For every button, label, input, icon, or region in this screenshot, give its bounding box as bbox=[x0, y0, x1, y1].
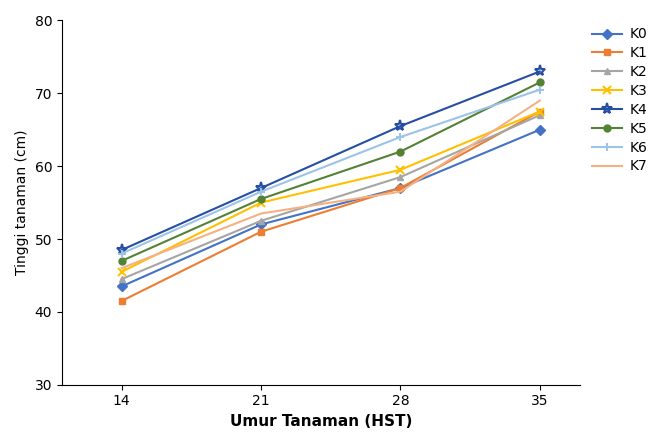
K0 bbox=[118, 284, 126, 289]
K6 bbox=[118, 251, 126, 256]
K5 bbox=[397, 149, 404, 154]
K6 bbox=[397, 135, 404, 140]
K2 bbox=[118, 277, 126, 282]
Line: K6: K6 bbox=[117, 86, 544, 258]
Line: K3: K3 bbox=[117, 107, 544, 276]
Line: K5: K5 bbox=[118, 79, 544, 264]
K0 bbox=[257, 222, 265, 227]
K7 bbox=[536, 98, 544, 103]
Y-axis label: Tinggi tanaman (cm): Tinggi tanaman (cm) bbox=[15, 130, 29, 275]
K2 bbox=[257, 218, 265, 223]
K2 bbox=[536, 112, 544, 118]
Line: K2: K2 bbox=[118, 112, 544, 282]
K5 bbox=[536, 80, 544, 85]
K4 bbox=[257, 186, 265, 191]
K3 bbox=[536, 109, 544, 114]
Line: K1: K1 bbox=[118, 108, 544, 305]
X-axis label: Umur Tanaman (HST): Umur Tanaman (HST) bbox=[230, 414, 412, 429]
K3 bbox=[397, 167, 404, 173]
K5 bbox=[118, 258, 126, 264]
Line: K7: K7 bbox=[122, 101, 540, 268]
K7 bbox=[257, 211, 265, 216]
K3 bbox=[118, 269, 126, 274]
Line: K0: K0 bbox=[118, 126, 544, 290]
K3 bbox=[257, 200, 265, 205]
K4 bbox=[397, 123, 404, 129]
K0 bbox=[536, 127, 544, 132]
Line: K4: K4 bbox=[116, 66, 545, 255]
K4 bbox=[536, 69, 544, 74]
K1 bbox=[536, 109, 544, 114]
K7 bbox=[118, 266, 126, 271]
K4 bbox=[118, 247, 126, 253]
Legend: K0, K1, K2, K3, K4, K5, K6, K7: K0, K1, K2, K3, K4, K5, K6, K7 bbox=[592, 28, 647, 174]
K0 bbox=[397, 186, 404, 191]
K6 bbox=[257, 189, 265, 194]
K2 bbox=[397, 174, 404, 180]
K1 bbox=[397, 186, 404, 191]
K1 bbox=[118, 298, 126, 304]
K7 bbox=[397, 189, 404, 194]
K1 bbox=[257, 229, 265, 234]
K6 bbox=[536, 87, 544, 92]
K5 bbox=[257, 196, 265, 202]
